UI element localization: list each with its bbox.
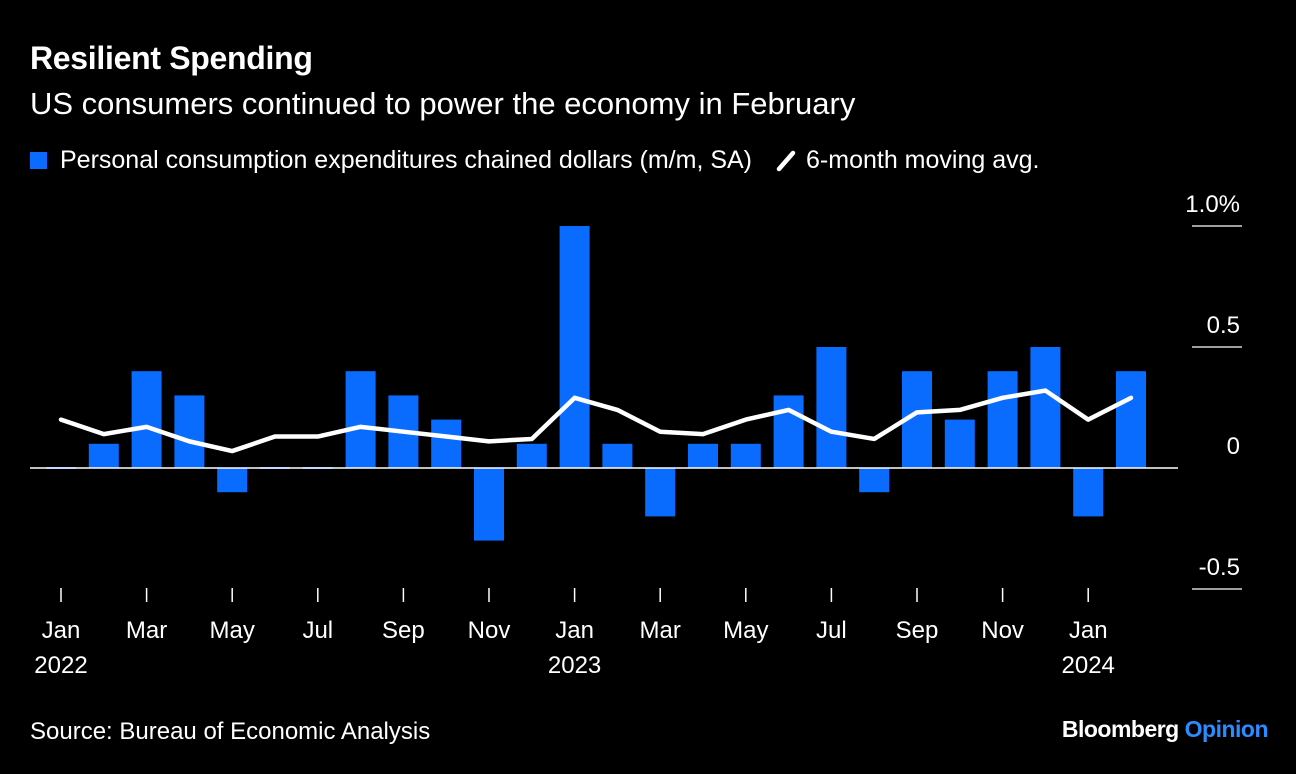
- x-tick-label-0: Jan: [42, 617, 81, 644]
- y-tick-label-3: -0.5: [1199, 554, 1240, 581]
- x-tick-label-1: Mar: [126, 617, 167, 644]
- bar-23: [1030, 347, 1061, 468]
- x-tick-year-6: 2023: [548, 652, 601, 679]
- y-tick-label-0: 1.0%: [1185, 191, 1240, 218]
- x-tick-label-6: Jan: [555, 617, 594, 644]
- x-tick-label-8: May: [723, 617, 768, 644]
- y-tick-label-1: 0.5: [1207, 312, 1240, 339]
- source-note: Source: Bureau of Economic Analysis: [30, 718, 431, 745]
- bar-21: [944, 419, 975, 468]
- bar-9: [431, 419, 462, 468]
- bar-17: [773, 395, 804, 468]
- legend: Personal consumption expenditures chaine…: [30, 146, 1039, 175]
- bar-legend-label: Personal consumption expenditures chaine…: [60, 146, 753, 174]
- x-tick-label-4: Sep: [382, 617, 425, 644]
- chart-subtitle: US consumers continued to power the econ…: [30, 86, 856, 121]
- bar-19: [859, 468, 890, 493]
- bar-22: [987, 371, 1018, 468]
- x-tick-label-11: Nov: [981, 617, 1024, 644]
- chart-title: Resilient Spending: [30, 40, 313, 76]
- bar-11: [516, 443, 547, 468]
- bar-15: [688, 443, 718, 468]
- bar-25: [1116, 371, 1146, 468]
- bar-14: [645, 468, 676, 517]
- x-tick-label-12: Jan: [1069, 617, 1108, 644]
- brand-name: Bloomberg: [1061, 716, 1179, 742]
- bar-1: [88, 443, 119, 468]
- x-tick-label-3: Jul: [302, 617, 333, 644]
- x-tick-label-9: Jul: [816, 617, 847, 644]
- x-tick-label-7: Mar: [640, 617, 681, 644]
- bar-7: [345, 371, 376, 468]
- bar-12: [559, 226, 590, 468]
- bar-10: [474, 468, 504, 541]
- line-legend-icon: [776, 150, 796, 171]
- x-tick-year-0: 2022: [34, 652, 87, 679]
- brand-suffix: Opinion: [1184, 716, 1269, 742]
- bar-16: [730, 443, 761, 468]
- bar-4: [217, 468, 248, 493]
- bar-24: [1073, 468, 1104, 517]
- x-tick-label-10: Sep: [896, 617, 939, 644]
- bar-18: [816, 347, 847, 468]
- brand-logo: Bloomberg Opinion: [1061, 716, 1269, 743]
- bar-3: [174, 395, 205, 468]
- bar-2: [131, 371, 162, 468]
- x-tick-label-2: May: [210, 617, 255, 644]
- x-tick-year-12: 2024: [1062, 652, 1115, 679]
- bar-legend-swatch: [30, 152, 47, 169]
- moving-average-line: [58, 388, 1134, 454]
- bar-13: [602, 443, 633, 468]
- y-tick-label-2: 0: [1227, 433, 1240, 460]
- line-legend-label: 6-month moving avg.: [806, 146, 1040, 174]
- x-tick-label-5: Nov: [468, 617, 511, 644]
